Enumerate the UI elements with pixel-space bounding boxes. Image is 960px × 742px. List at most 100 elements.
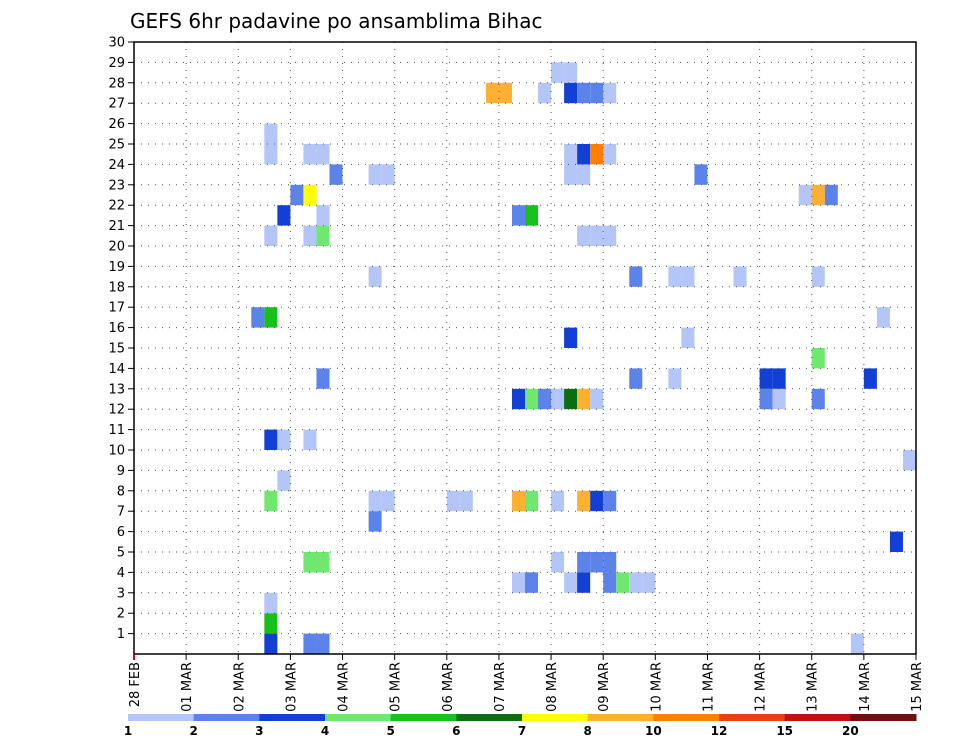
heat-cell xyxy=(694,164,708,185)
heat-cell xyxy=(264,633,278,654)
y-tick-label: 15 xyxy=(108,342,125,357)
y-tick-label: 18 xyxy=(108,280,125,295)
heat-cell xyxy=(668,266,682,287)
heat-cell xyxy=(603,552,617,573)
heat-cell xyxy=(759,388,773,410)
heat-cell xyxy=(564,388,578,410)
heat-cell xyxy=(811,266,825,287)
heat-cell xyxy=(564,164,578,185)
heat-cell xyxy=(498,82,512,104)
grid-layer xyxy=(133,41,917,654)
heat-cell xyxy=(577,552,591,573)
heat-cell xyxy=(511,205,525,226)
y-tick-label: 29 xyxy=(108,56,125,71)
heat-cell xyxy=(511,388,525,410)
heat-cell xyxy=(264,144,278,165)
heat-cell xyxy=(446,490,460,512)
x-tick-label: 15 MAR xyxy=(910,662,925,712)
cells-layer xyxy=(251,62,916,654)
heat-cell xyxy=(577,82,591,104)
heat-cell xyxy=(590,225,604,246)
y-tick-label: 28 xyxy=(108,76,125,91)
colorbar-swatch xyxy=(784,714,851,721)
heat-cell xyxy=(303,552,317,573)
colorbar-label: 15 xyxy=(776,724,793,738)
y-tick-label: 12 xyxy=(108,403,125,418)
heat-cell xyxy=(290,184,304,206)
heat-cell xyxy=(668,368,682,389)
colorbar-swatch xyxy=(390,714,457,721)
heat-cell xyxy=(850,633,864,654)
heat-cell xyxy=(577,490,591,512)
heat-cell xyxy=(616,572,630,593)
colorbar-swatch xyxy=(719,714,786,721)
heat-cell xyxy=(759,368,773,389)
heat-cell xyxy=(316,368,330,389)
heat-cell xyxy=(889,531,903,552)
heat-cell xyxy=(511,490,525,512)
heat-cell xyxy=(277,429,291,450)
colorbar: 1 2 3 4 5 6 7 8 10 12 15 20 xyxy=(124,714,917,738)
heat-cell xyxy=(577,225,591,246)
y-tick-label: 10 xyxy=(108,444,125,459)
heat-cell xyxy=(629,368,643,389)
heat-cell xyxy=(538,82,552,104)
y-axis: 1234567891011121314151617181920212223242… xyxy=(108,36,134,642)
y-tick-label: 9 xyxy=(117,464,125,479)
heat-cell xyxy=(629,572,643,593)
heat-cell xyxy=(577,144,591,165)
y-tick-label: 5 xyxy=(117,546,125,561)
heat-cell xyxy=(811,348,825,369)
heat-cell xyxy=(264,225,278,246)
heat-cell xyxy=(590,388,604,410)
colorbar-label: 20 xyxy=(842,724,859,738)
y-tick-label: 22 xyxy=(108,199,125,214)
colorbar-label: 10 xyxy=(645,724,662,738)
y-tick-label: 6 xyxy=(117,525,125,540)
colorbar-label: 7 xyxy=(518,724,526,738)
heat-cell xyxy=(316,205,330,226)
heat-cell xyxy=(590,552,604,573)
x-axis: 28 FEB 01 MAR 02 MAR 03 MAR 04 MAR 05 MAR 06 M… xyxy=(128,654,925,712)
heat-cell xyxy=(264,592,278,614)
y-tick-label: 4 xyxy=(117,566,125,581)
y-tick-label: 8 xyxy=(117,484,125,499)
heat-cell xyxy=(303,429,317,450)
chart-title: GEFS 6hr padavine po ansamblima Bihac xyxy=(130,9,542,33)
x-tick-label: 04 MAR xyxy=(337,662,352,712)
colorbar-label: 8 xyxy=(583,724,591,738)
heat-cell xyxy=(381,164,395,185)
x-tick-label: 13 MAR xyxy=(806,662,821,712)
heat-cell xyxy=(551,388,565,410)
heat-cell xyxy=(459,490,473,512)
x-tick-label: 14 MAR xyxy=(858,662,873,712)
y-tick-label: 1 xyxy=(117,627,125,642)
heat-cell xyxy=(603,144,617,165)
heat-cell xyxy=(264,490,278,512)
heat-cell xyxy=(303,633,317,654)
heat-cell xyxy=(551,552,565,573)
colorbar-swatch xyxy=(522,714,589,721)
heat-cell xyxy=(525,490,539,512)
colorbar-swatch xyxy=(128,714,195,721)
colorbar-label: 6 xyxy=(452,724,460,738)
heat-cell xyxy=(772,388,786,410)
heat-cell xyxy=(277,205,291,226)
colorbar-label: 5 xyxy=(386,724,394,738)
x-tick-label: 11 MAR xyxy=(701,662,716,712)
heat-cell xyxy=(876,307,890,328)
colorbar-label: 1 xyxy=(124,724,132,738)
heat-cell xyxy=(603,225,617,246)
heat-cell xyxy=(316,225,330,246)
y-tick-label: 16 xyxy=(108,321,125,336)
heat-cell xyxy=(824,184,838,206)
heat-cell xyxy=(316,633,330,654)
y-tick-label: 24 xyxy=(108,158,125,173)
heat-cell xyxy=(902,450,916,471)
y-tick-label: 25 xyxy=(108,138,125,153)
heat-cell xyxy=(538,388,552,410)
heat-cell xyxy=(551,490,565,512)
heat-cell xyxy=(564,144,578,165)
heat-cell xyxy=(264,123,278,144)
heat-cell xyxy=(577,572,591,593)
